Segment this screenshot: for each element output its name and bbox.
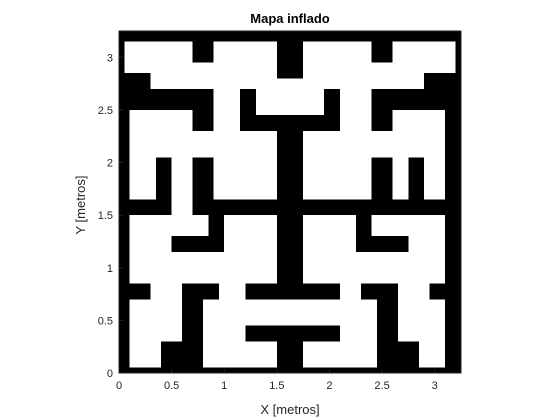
obstacle-cell-block-13	[371, 88, 461, 110]
x-tick-label: 2.5	[374, 380, 389, 392]
x-tick-label: 1	[221, 380, 227, 392]
y-tick-label: 0	[107, 368, 113, 380]
obstacle-cell-block-8	[119, 73, 130, 368]
obstacle-cell-block-29	[355, 236, 409, 252]
obstacle-cell-block-28	[171, 236, 225, 252]
y-tick-label: 2.5	[98, 105, 113, 117]
x-tick-label: 2	[326, 380, 332, 392]
obstacle-cell-block-40	[376, 341, 419, 368]
obstacle-cell-block-19	[155, 157, 172, 200]
obstacle-cell-block-25	[192, 199, 425, 216]
axes-frame	[118, 30, 462, 374]
obstacle-cell-block-38	[276, 325, 304, 368]
x-axis-label: X [metros]	[260, 402, 319, 417]
chart-title: Mapa inflado	[250, 11, 330, 26]
obstacle-cell-block-22	[408, 157, 425, 200]
x-tick-label: 0	[116, 380, 122, 392]
obstacle-cell-block-5	[276, 41, 304, 79]
y-tick-label: 0.5	[98, 315, 113, 327]
obstacle-cell-block-3	[119, 367, 461, 373]
obstacle-cell-block-12	[445, 73, 461, 368]
x-axis: 0 0.5 1 1.5 2 2.5 3	[116, 369, 438, 392]
obstacle-cell-block-10	[192, 88, 214, 131]
y-tick-label: 2	[107, 158, 113, 170]
obstacle-cell-block-4	[192, 41, 214, 63]
x-tick-label: 0.5	[164, 380, 179, 392]
obstacle-cell-block-14	[371, 88, 393, 131]
y-axis-label: Y [metros]	[73, 175, 88, 234]
obstacle-cell-block-20	[192, 157, 214, 200]
obstacle-cell-block-23	[129, 199, 172, 216]
obstacle-cell-block-9	[119, 88, 214, 110]
map-plot-area	[118, 30, 462, 374]
obstacle-cell-block-6	[371, 41, 393, 63]
y-tick-label: 1.5	[98, 210, 113, 222]
y-tick-label: 1	[107, 263, 113, 275]
obstacle-cell-block-39	[161, 341, 204, 368]
obstacle-cell-block-34	[429, 283, 446, 300]
obstacle-cell-block-21	[371, 157, 393, 200]
obstacle-cell-block-30	[129, 283, 151, 300]
x-tick-label: 3	[432, 380, 438, 392]
y-tick-label: 3	[107, 52, 113, 64]
obstacle-cell-block-0	[119, 31, 461, 42]
y-axis: 0 0.5 1 1.5 2 2.5 3	[98, 52, 123, 380]
x-tick-label: 1.5	[269, 380, 284, 392]
obstacle-cell-block-32	[245, 283, 340, 300]
